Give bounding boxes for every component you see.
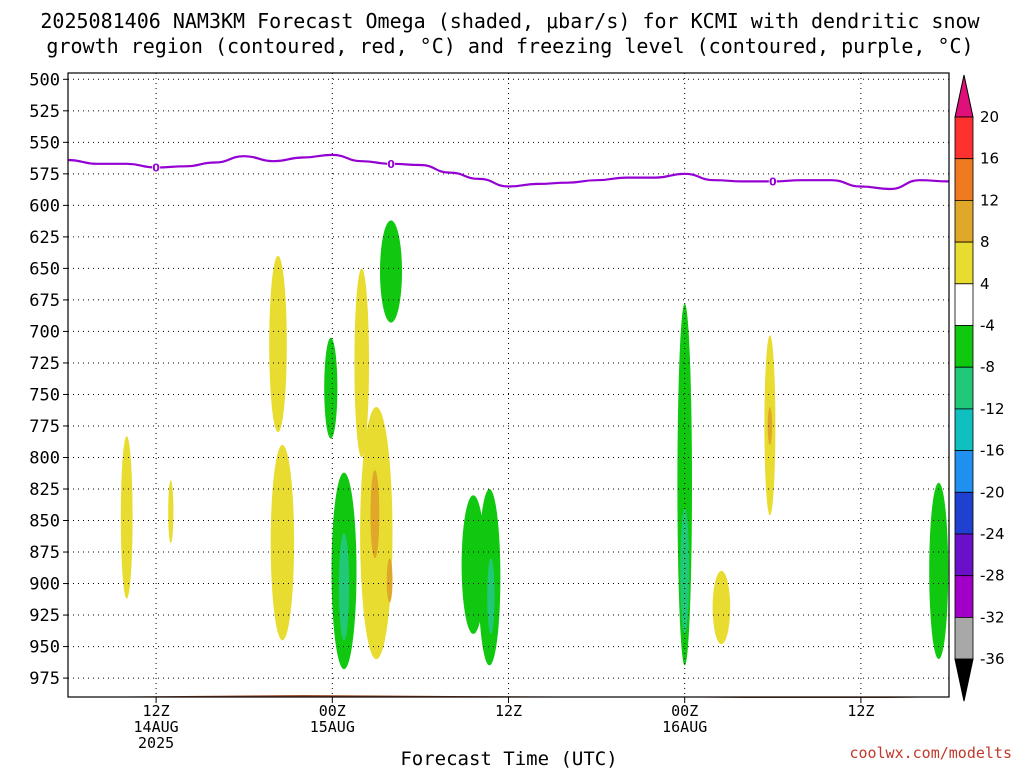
colorbar-label-12: -32: [980, 608, 1005, 626]
colorbar-top-triangle: [954, 74, 974, 118]
ytick-label-550: 550: [29, 133, 60, 153]
colorbar-segment-2: [954, 199, 974, 243]
colorbar-segment-4: [954, 283, 974, 326]
ytick-label-675: 675: [29, 291, 60, 311]
freezing-level-label-2: 0: [769, 175, 777, 188]
colorbar-segment-9: [954, 491, 974, 535]
colorbar-label-4: 4: [980, 275, 990, 293]
xtick-label-3-1: 16AUG: [662, 718, 707, 736]
ytick-label-750: 750: [29, 385, 60, 405]
colorbar-label-0: 20: [980, 108, 999, 126]
freezing-level-layer: 0 0 0: [67, 153, 950, 191]
colorbar-segment-1: [954, 158, 974, 201]
colorbar-label-5: -4: [980, 317, 995, 335]
omega-region-7: [354, 268, 370, 458]
omega-region-14: [487, 558, 495, 634]
ytick-label-850: 850: [29, 512, 60, 532]
omega-region-17: [712, 570, 731, 645]
ytick-label-575: 575: [29, 165, 60, 185]
colorbar-label-10: -24: [980, 525, 1005, 543]
omega-region-10: [386, 558, 393, 603]
xtick-label-0-1: 14AUG: [134, 718, 179, 736]
omega-region-4: [324, 337, 338, 439]
colorbar-segment-10: [954, 533, 974, 577]
xtick-label-2-0: 12Z: [495, 702, 522, 720]
omega-region-19: [767, 407, 773, 445]
ytick-label-875: 875: [29, 543, 60, 563]
colorbar-segment-12: [954, 617, 974, 660]
omega-region-1: [168, 480, 174, 544]
colorbar-segment-5: [954, 325, 974, 368]
xtick-label-1-0: 00Z: [319, 702, 346, 720]
colorbar-label-2: 12: [980, 191, 999, 209]
colorbar-label-6: -8: [980, 358, 995, 376]
ytick-label-800: 800: [29, 448, 60, 468]
ytick-label-825: 825: [29, 480, 60, 500]
colorbar-segment-0: [954, 116, 974, 160]
ytick-label-600: 600: [29, 196, 60, 216]
ytick-label-650: 650: [29, 259, 60, 279]
omega-region-16: [680, 507, 690, 634]
colorbar-label-13: -36: [980, 650, 1005, 668]
freezing-level-label-0: 0: [152, 162, 160, 175]
xtick-label-0-2: 2025: [138, 734, 174, 752]
omega-region-3: [270, 444, 295, 641]
colorbar-segment-6: [954, 366, 974, 410]
colorbar-label-7: -12: [980, 400, 1005, 418]
colorbar-label-3: 8: [980, 233, 990, 251]
omega-region-6: [338, 533, 350, 641]
colorbar-label-8: -16: [980, 442, 1005, 460]
colorbar-segment-3: [954, 241, 974, 285]
xtick-label-3-0: 00Z: [671, 702, 698, 720]
colorbar-segment-7: [954, 408, 974, 451]
ytick-label-525: 525: [29, 102, 60, 122]
y-axis: 500 525 550 575 600 625 650 675 700 725 750 775 800 8…: [29, 70, 68, 689]
omega-region-2: [269, 255, 287, 433]
colorbar-label-1: 16: [980, 150, 999, 168]
ytick-label-950: 950: [29, 638, 60, 658]
ytick-label-900: 900: [29, 575, 60, 595]
chart-title-line-2: growth region (contoured, red, °C) and f…: [46, 34, 973, 58]
ytick-label-975: 975: [29, 669, 60, 689]
freezing-label-bg-2: [768, 174, 777, 188]
colorbar-segment-11: [954, 575, 974, 618]
xtick-label-4-0: 12Z: [847, 702, 874, 720]
ytick-label-700: 700: [29, 322, 60, 342]
ytick-label-925: 925: [29, 606, 60, 626]
x-axis-label: Forecast Time (UTC): [400, 748, 617, 768]
ytick-label-625: 625: [29, 228, 60, 248]
ytick-label-500: 500: [29, 70, 60, 90]
omega-region-9: [370, 470, 380, 559]
omega-region-11: [380, 220, 402, 323]
colorbar-label-11: -28: [980, 567, 1005, 585]
colorbar: 20 16 12 8 4 -4 -8 -12 -16 -20 -24 -28 -32 -36: [954, 74, 1005, 702]
omega-region-0: [120, 436, 133, 599]
colorbar-label-9: -20: [980, 483, 1005, 501]
ytick-label-725: 725: [29, 354, 60, 374]
freezing-label-bg-0: [152, 160, 161, 174]
colorbar-bottom-triangle: [954, 658, 974, 702]
chart-title-line-1: 2025081406 NAM3KM Forecast Omega (shaded…: [40, 9, 980, 33]
xtick-label-1-1: 15AUG: [310, 718, 355, 736]
omega-region-20: [929, 482, 949, 660]
freezing-label-bg-1: [387, 156, 396, 170]
freezing-level-label-1: 0: [387, 158, 395, 171]
xtick-label-0-0: 12Z: [143, 702, 170, 720]
freezing-level-line: [67, 153, 950, 191]
colorbar-segment-8: [954, 450, 974, 493]
credit-text: coolwx.com/modelts: [849, 744, 1012, 762]
grid-layer: [68, 73, 949, 697]
ytick-label-775: 775: [29, 417, 60, 437]
